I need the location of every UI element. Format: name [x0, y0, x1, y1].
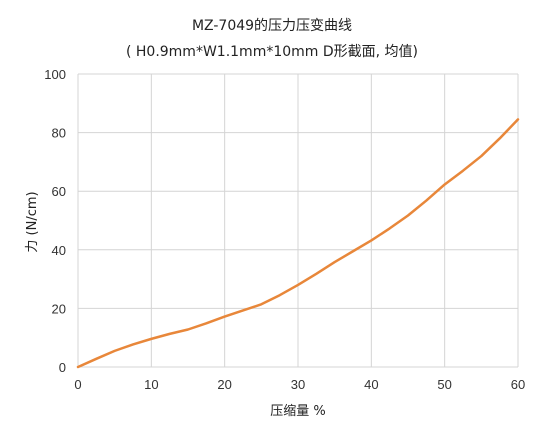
series-line-0: [76, 118, 520, 369]
x-tick-label: 20: [217, 377, 231, 392]
y-axis-ticks: 0 20 40 60 80 100: [44, 67, 66, 375]
x-tick-label: 0: [74, 377, 81, 392]
chart-subtitle: ( H0.9mm*W1.1mm*10mm D形截面, 均值): [126, 44, 418, 60]
x-tick-label: 30: [291, 377, 305, 392]
x-tick-label: 50: [437, 377, 451, 392]
x-tick-label: 40: [364, 377, 378, 392]
series-layer: [76, 118, 520, 369]
y-tick-label: 0: [59, 360, 66, 375]
x-tick-label: 60: [511, 377, 525, 392]
y-tick-label: 20: [52, 301, 66, 316]
grid: [77, 73, 519, 368]
y-tick-label: 40: [52, 243, 66, 258]
y-tick-label: 60: [52, 184, 66, 199]
x-axis-label: 压缩量 %: [270, 403, 326, 419]
y-tick-label: 100: [44, 67, 66, 82]
x-axis-ticks: 0 10 20 30 40 50 60: [74, 377, 525, 392]
y-axis-label: 力 (N/cm): [25, 191, 40, 252]
y-tick-label: 80: [52, 126, 66, 141]
chart-title: MZ-7049的压力压变曲线: [192, 18, 352, 34]
x-tick-label: 10: [144, 377, 158, 392]
